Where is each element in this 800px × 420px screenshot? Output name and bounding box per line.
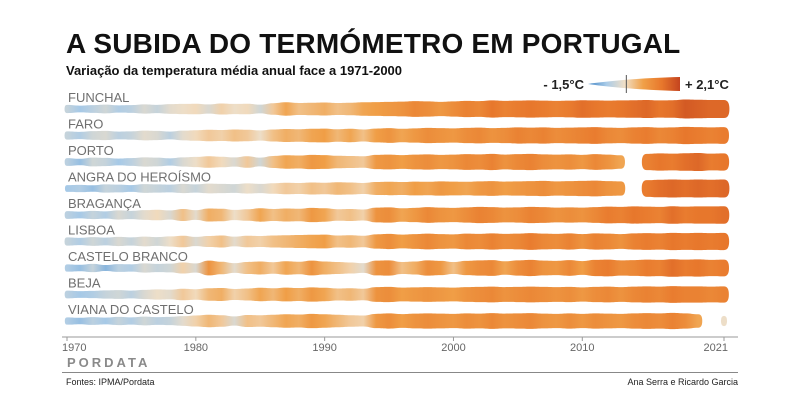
temperature-ribbon — [64, 232, 730, 251]
chart-subtitle: Variação da temperatura média anual face… — [66, 63, 403, 78]
station-row: VIANA DO CASTELO — [64, 302, 728, 330]
station-label: FARO — [68, 117, 103, 132]
station-row: BRAGANÇA — [64, 196, 730, 224]
station-label: LISBOA — [68, 223, 115, 238]
station-row: BEJA — [64, 276, 729, 303]
temperature-ribbon — [720, 315, 728, 327]
temperature-ribbon — [64, 126, 729, 145]
credit-note: Ana Serra e Ricardo Garcia — [627, 377, 738, 387]
station-label: PORTO — [68, 143, 114, 158]
x-tick-label: 2021 — [704, 342, 728, 354]
station-label: BRAGANÇA — [68, 196, 141, 211]
station-row: CASTELO BRANCO — [64, 249, 730, 277]
legend-max-label: + 2,1°C — [685, 77, 729, 92]
temperature-ribbon — [641, 179, 730, 198]
temperature-ribbon — [64, 286, 729, 303]
station-row: LISBOA — [64, 223, 730, 251]
station-label: ANGRA DO HEROÍSMO — [68, 170, 211, 185]
temperature-ribbon — [64, 259, 730, 277]
station-row: ANGRA DO HEROÍSMO — [64, 170, 730, 198]
station-label: VIANA DO CASTELO — [68, 302, 194, 317]
temperature-ribbon — [64, 153, 625, 171]
source-note: Fontes: IPMA/Pordata — [66, 377, 155, 387]
x-tick-label: 1980 — [184, 342, 208, 354]
station-label: FUNCHAL — [68, 90, 129, 105]
x-tick-label: 1990 — [312, 342, 336, 354]
station-label: BEJA — [68, 276, 101, 291]
temperature-ribbon — [641, 152, 730, 172]
temperature-ribbon — [64, 312, 703, 330]
x-tick-label: 1970 — [62, 342, 86, 354]
x-tick-label: 2010 — [570, 342, 594, 354]
x-tick-label: 2000 — [441, 342, 465, 354]
legend-min-label: - 1,5°C — [543, 77, 584, 92]
station-row: PORTO — [64, 143, 730, 172]
legend-color-ramp — [588, 77, 680, 91]
station-row: FUNCHAL — [64, 90, 730, 119]
station-row: FARO — [64, 117, 729, 145]
temperature-ribbon — [64, 99, 730, 119]
chart-title: A SUBIDA DO TERMÓMETRO EM PORTUGAL — [66, 28, 681, 59]
temperature-ribbon — [64, 206, 730, 224]
brand-logo: PORDATA — [67, 355, 151, 370]
footer-divider — [62, 372, 738, 373]
temperature-ribbon — [64, 180, 626, 197]
station-label: CASTELO BRANCO — [68, 249, 188, 264]
